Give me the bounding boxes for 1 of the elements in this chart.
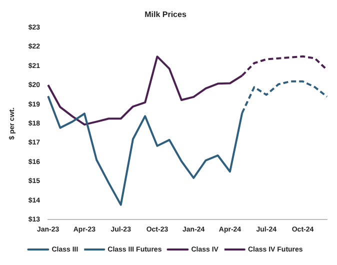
chart-title: Milk Prices [144, 10, 187, 20]
